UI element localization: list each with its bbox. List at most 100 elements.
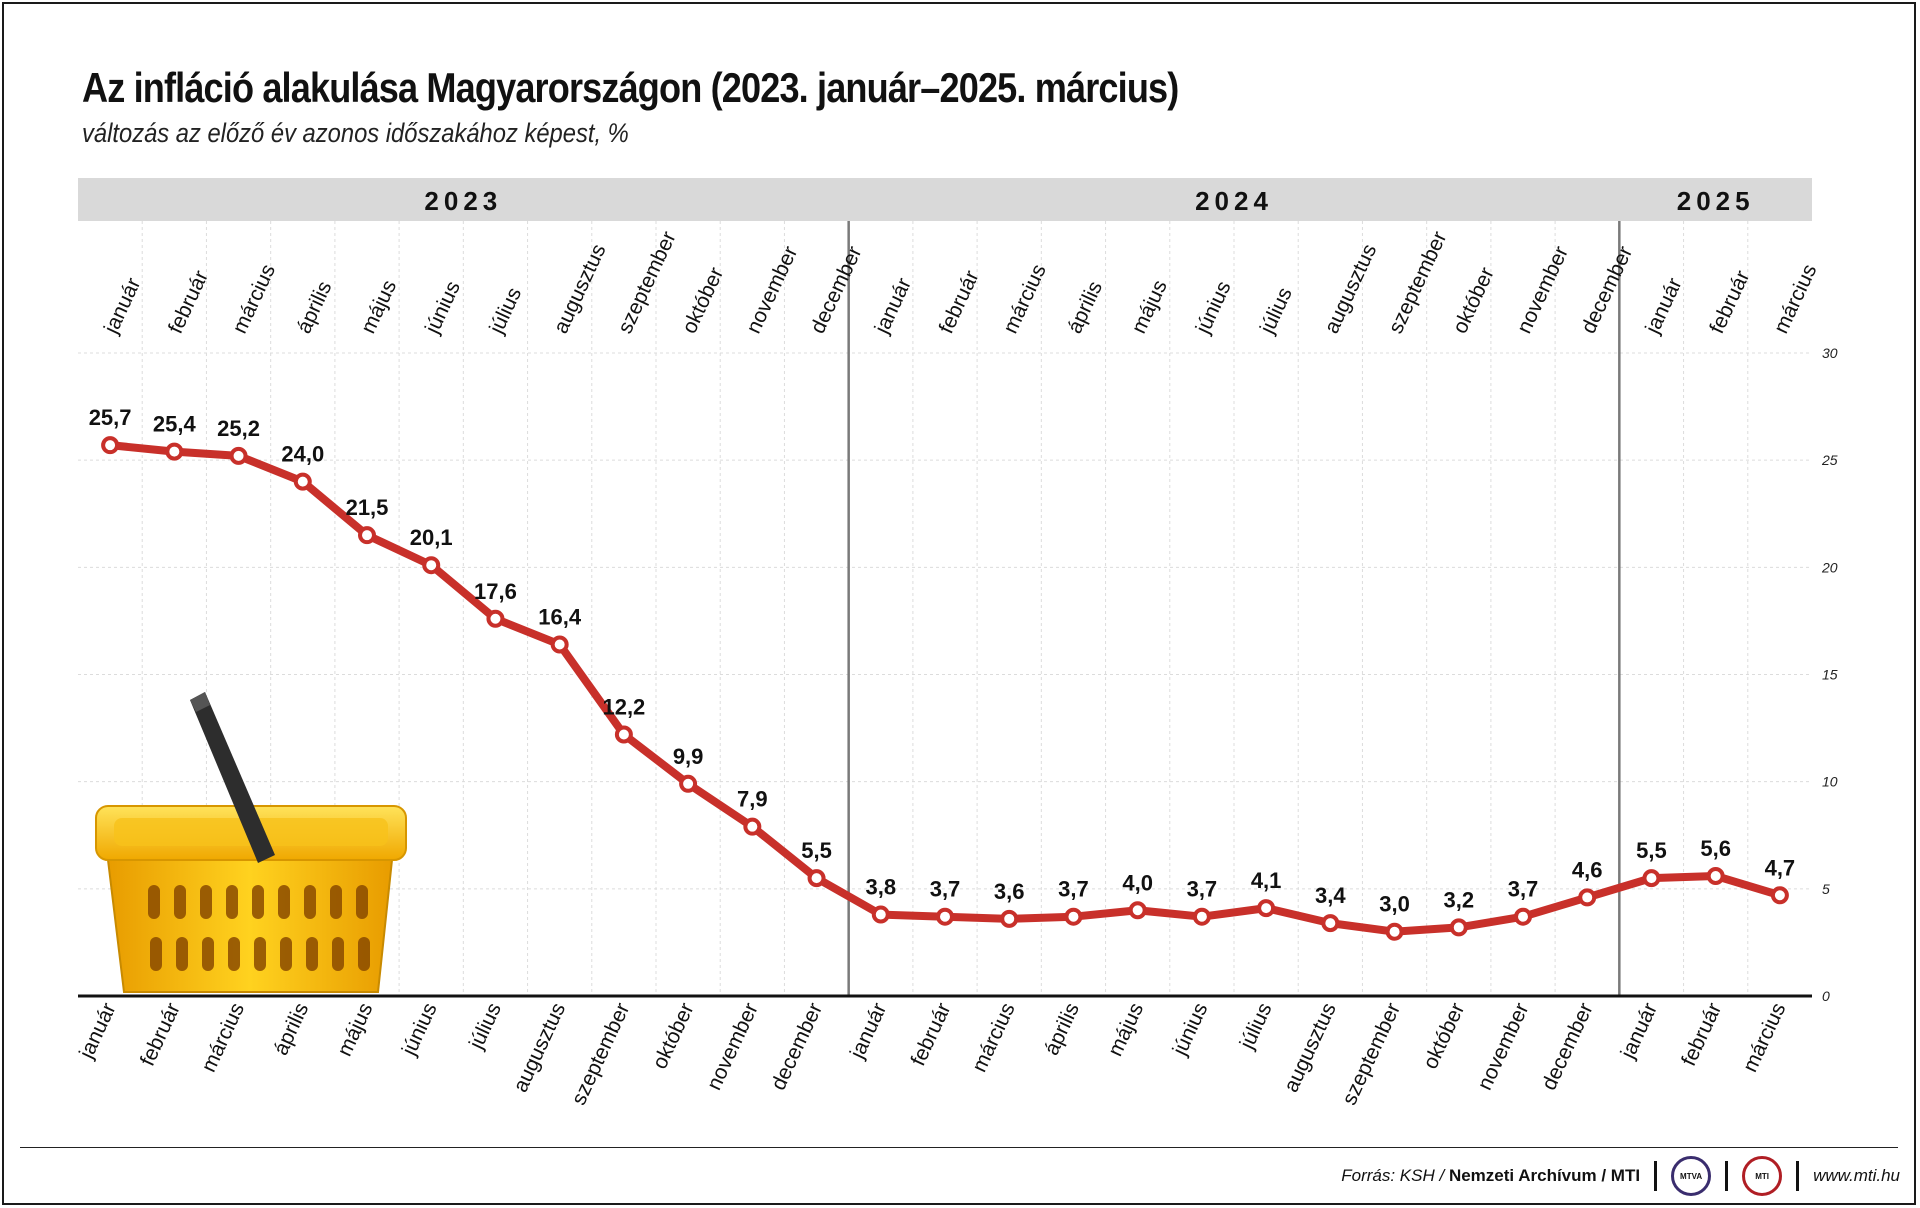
month-label-bottom: június [1168, 999, 1212, 1059]
data-label: 5,5 [801, 838, 832, 863]
data-label: 25,2 [217, 416, 260, 441]
month-label-top: szeptember [614, 228, 681, 337]
basket-hole [278, 885, 290, 919]
year-band-background [78, 178, 1812, 221]
data-point [293, 472, 312, 491]
basket-hole [332, 937, 344, 971]
data-label: 3,6 [994, 879, 1025, 904]
y-tick-label: 10 [1822, 774, 1838, 790]
data-label: 9,9 [673, 744, 704, 769]
month-label-bottom: november [1473, 999, 1533, 1093]
year-label: 2025 [1677, 186, 1755, 216]
data-label: 12,2 [602, 695, 645, 720]
data-label: 4,0 [1122, 870, 1153, 895]
month-label-top: július [485, 284, 526, 338]
month-label-bottom: augusztus [1280, 999, 1341, 1095]
data-label: 16,4 [538, 604, 582, 629]
basket-hole [202, 937, 214, 971]
y-tick-label: 15 [1822, 667, 1838, 683]
month-label-bottom: január [1616, 999, 1662, 1063]
month-label-top: március [228, 261, 280, 337]
source-archive: Nemzeti Archívum [1448, 1166, 1597, 1185]
data-point [679, 774, 698, 793]
footer-separator [1725, 1161, 1729, 1191]
basket-hole [148, 885, 160, 919]
y-tick-label: 5 [1822, 881, 1830, 897]
footer-divider [20, 1147, 1898, 1148]
basket-hole [174, 885, 186, 919]
website-link[interactable]: www.mti.hu [1813, 1166, 1900, 1185]
month-label-bottom: július [1235, 999, 1276, 1053]
month-label-top: május [1127, 277, 1172, 338]
year-label: 2023 [424, 186, 502, 216]
month-label-bottom: július [464, 999, 505, 1053]
basket-hole [200, 885, 212, 919]
month-label-top: április [1063, 278, 1107, 337]
footer-separator [1654, 1161, 1658, 1191]
data-point [1449, 918, 1468, 937]
footer: Forrás: KSH / Nemzeti Archívum / MTI MTV… [1341, 1156, 1900, 1196]
data-point [1321, 914, 1340, 933]
data-point [1770, 886, 1789, 905]
data-point [101, 436, 120, 455]
data-point [807, 869, 826, 888]
month-label-bottom: augusztus [509, 999, 570, 1095]
basket-hole [228, 937, 240, 971]
data-label: 21,5 [346, 495, 389, 520]
data-point [1000, 909, 1019, 928]
y-tick-label: 25 [1821, 452, 1838, 468]
month-label-bottom: december [1537, 999, 1597, 1093]
data-label: 4,1 [1251, 868, 1282, 893]
data-point [871, 905, 890, 924]
basket-hole [254, 937, 266, 971]
month-label-bottom: április [269, 999, 313, 1058]
month-label-top: szeptember [1384, 228, 1451, 337]
basket-hole [306, 937, 318, 971]
month-label-top: július [1255, 284, 1296, 338]
basket-hole [226, 885, 238, 919]
data-point [1128, 901, 1147, 920]
source-prefix: Forrás: KSH / [1341, 1166, 1449, 1185]
month-label-top: november [742, 243, 802, 337]
data-label: 3,8 [865, 875, 896, 900]
data-point [1642, 869, 1661, 888]
month-label-top: február [164, 267, 213, 337]
data-point [1578, 888, 1597, 907]
data-label: 3,7 [1508, 877, 1539, 902]
source-credit: Forrás: KSH / Nemzeti Archívum / MTI [1341, 1166, 1640, 1186]
month-label-top: február [1705, 267, 1754, 337]
month-label-top: június [420, 278, 464, 338]
month-label-bottom: február [136, 999, 185, 1069]
month-label-top: február [935, 267, 984, 337]
data-label: 4,6 [1572, 857, 1603, 882]
data-point [229, 446, 248, 465]
shopping-basket-icon [95, 692, 407, 993]
month-label-bottom: május [1104, 999, 1149, 1060]
month-label-top: november [1513, 243, 1573, 337]
month-label-bottom: október [1419, 999, 1469, 1072]
data-point [1514, 907, 1532, 926]
month-label-top: március [1770, 261, 1822, 337]
basket-hole [330, 885, 342, 919]
data-label: 25,7 [89, 405, 132, 430]
year-label: 2024 [1195, 186, 1273, 216]
month-label-bottom: június [397, 999, 441, 1059]
basket-hole [358, 937, 370, 971]
month-label-bottom: szeptember [567, 999, 634, 1108]
data-label: 17,6 [474, 579, 517, 604]
mtva-logo: MTVA [1671, 1156, 1712, 1196]
data-label: 3,7 [930, 877, 961, 902]
month-label-bottom: január [845, 999, 891, 1063]
year-band: 2023 2024 2025 [78, 178, 1812, 221]
month-label-top: augusztus [549, 241, 610, 337]
basket-hole [252, 885, 264, 919]
data-label: 4,7 [1765, 855, 1796, 880]
data-point [165, 442, 184, 461]
basket-hole [304, 885, 316, 919]
data-point [1257, 899, 1276, 918]
month-label-top: január [870, 274, 916, 338]
chart-title: Az infláció alakulása Magyarországon (20… [82, 64, 1179, 111]
y-tick-label: 20 [1821, 559, 1838, 575]
month-label-top: június [1191, 278, 1235, 338]
